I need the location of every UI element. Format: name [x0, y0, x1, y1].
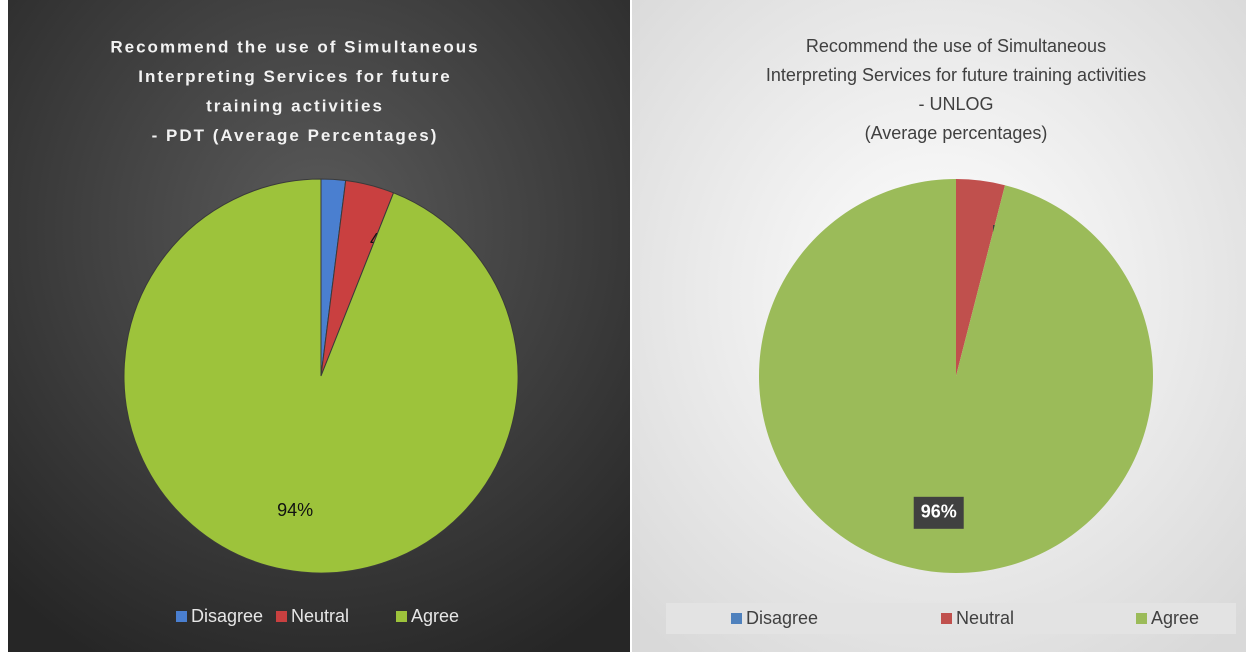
chart-title: - UNLOG: [918, 94, 993, 114]
chart-title: - PDT (Average Percentages): [152, 126, 439, 145]
legend-label: Neutral: [956, 608, 1014, 628]
chart-title: Interpreting Services for future trainin…: [766, 65, 1146, 85]
pie-slice: [123, 178, 519, 574]
chart-title: (Average percentages): [865, 123, 1048, 143]
pie-slice: [758, 179, 1153, 573]
legend-swatch: [731, 613, 742, 624]
legend-label: Neutral: [291, 606, 349, 626]
legend-swatch: [1136, 613, 1147, 624]
legend-label: Disagree: [191, 606, 263, 626]
legend-swatch: [941, 613, 952, 624]
data-label-box: [913, 496, 964, 529]
data-label: 94%: [277, 500, 313, 520]
pie-slice: [956, 179, 1005, 376]
legend-swatch: [176, 611, 187, 622]
legend-swatch: [276, 611, 287, 622]
legend-swatch: [396, 611, 407, 622]
legend-label: Agree: [1151, 608, 1199, 628]
chart-title: Recommend the use of Simultaneous: [806, 36, 1106, 56]
chart-title: Recommend the use of Simultaneous: [110, 37, 479, 56]
chart-title: Interpreting Services for future: [138, 67, 451, 86]
chart-title: training activities: [206, 96, 384, 115]
legend-label: Agree: [411, 606, 459, 626]
legend-label: Disagree: [746, 608, 818, 628]
data-label: 96%: [921, 502, 957, 522]
